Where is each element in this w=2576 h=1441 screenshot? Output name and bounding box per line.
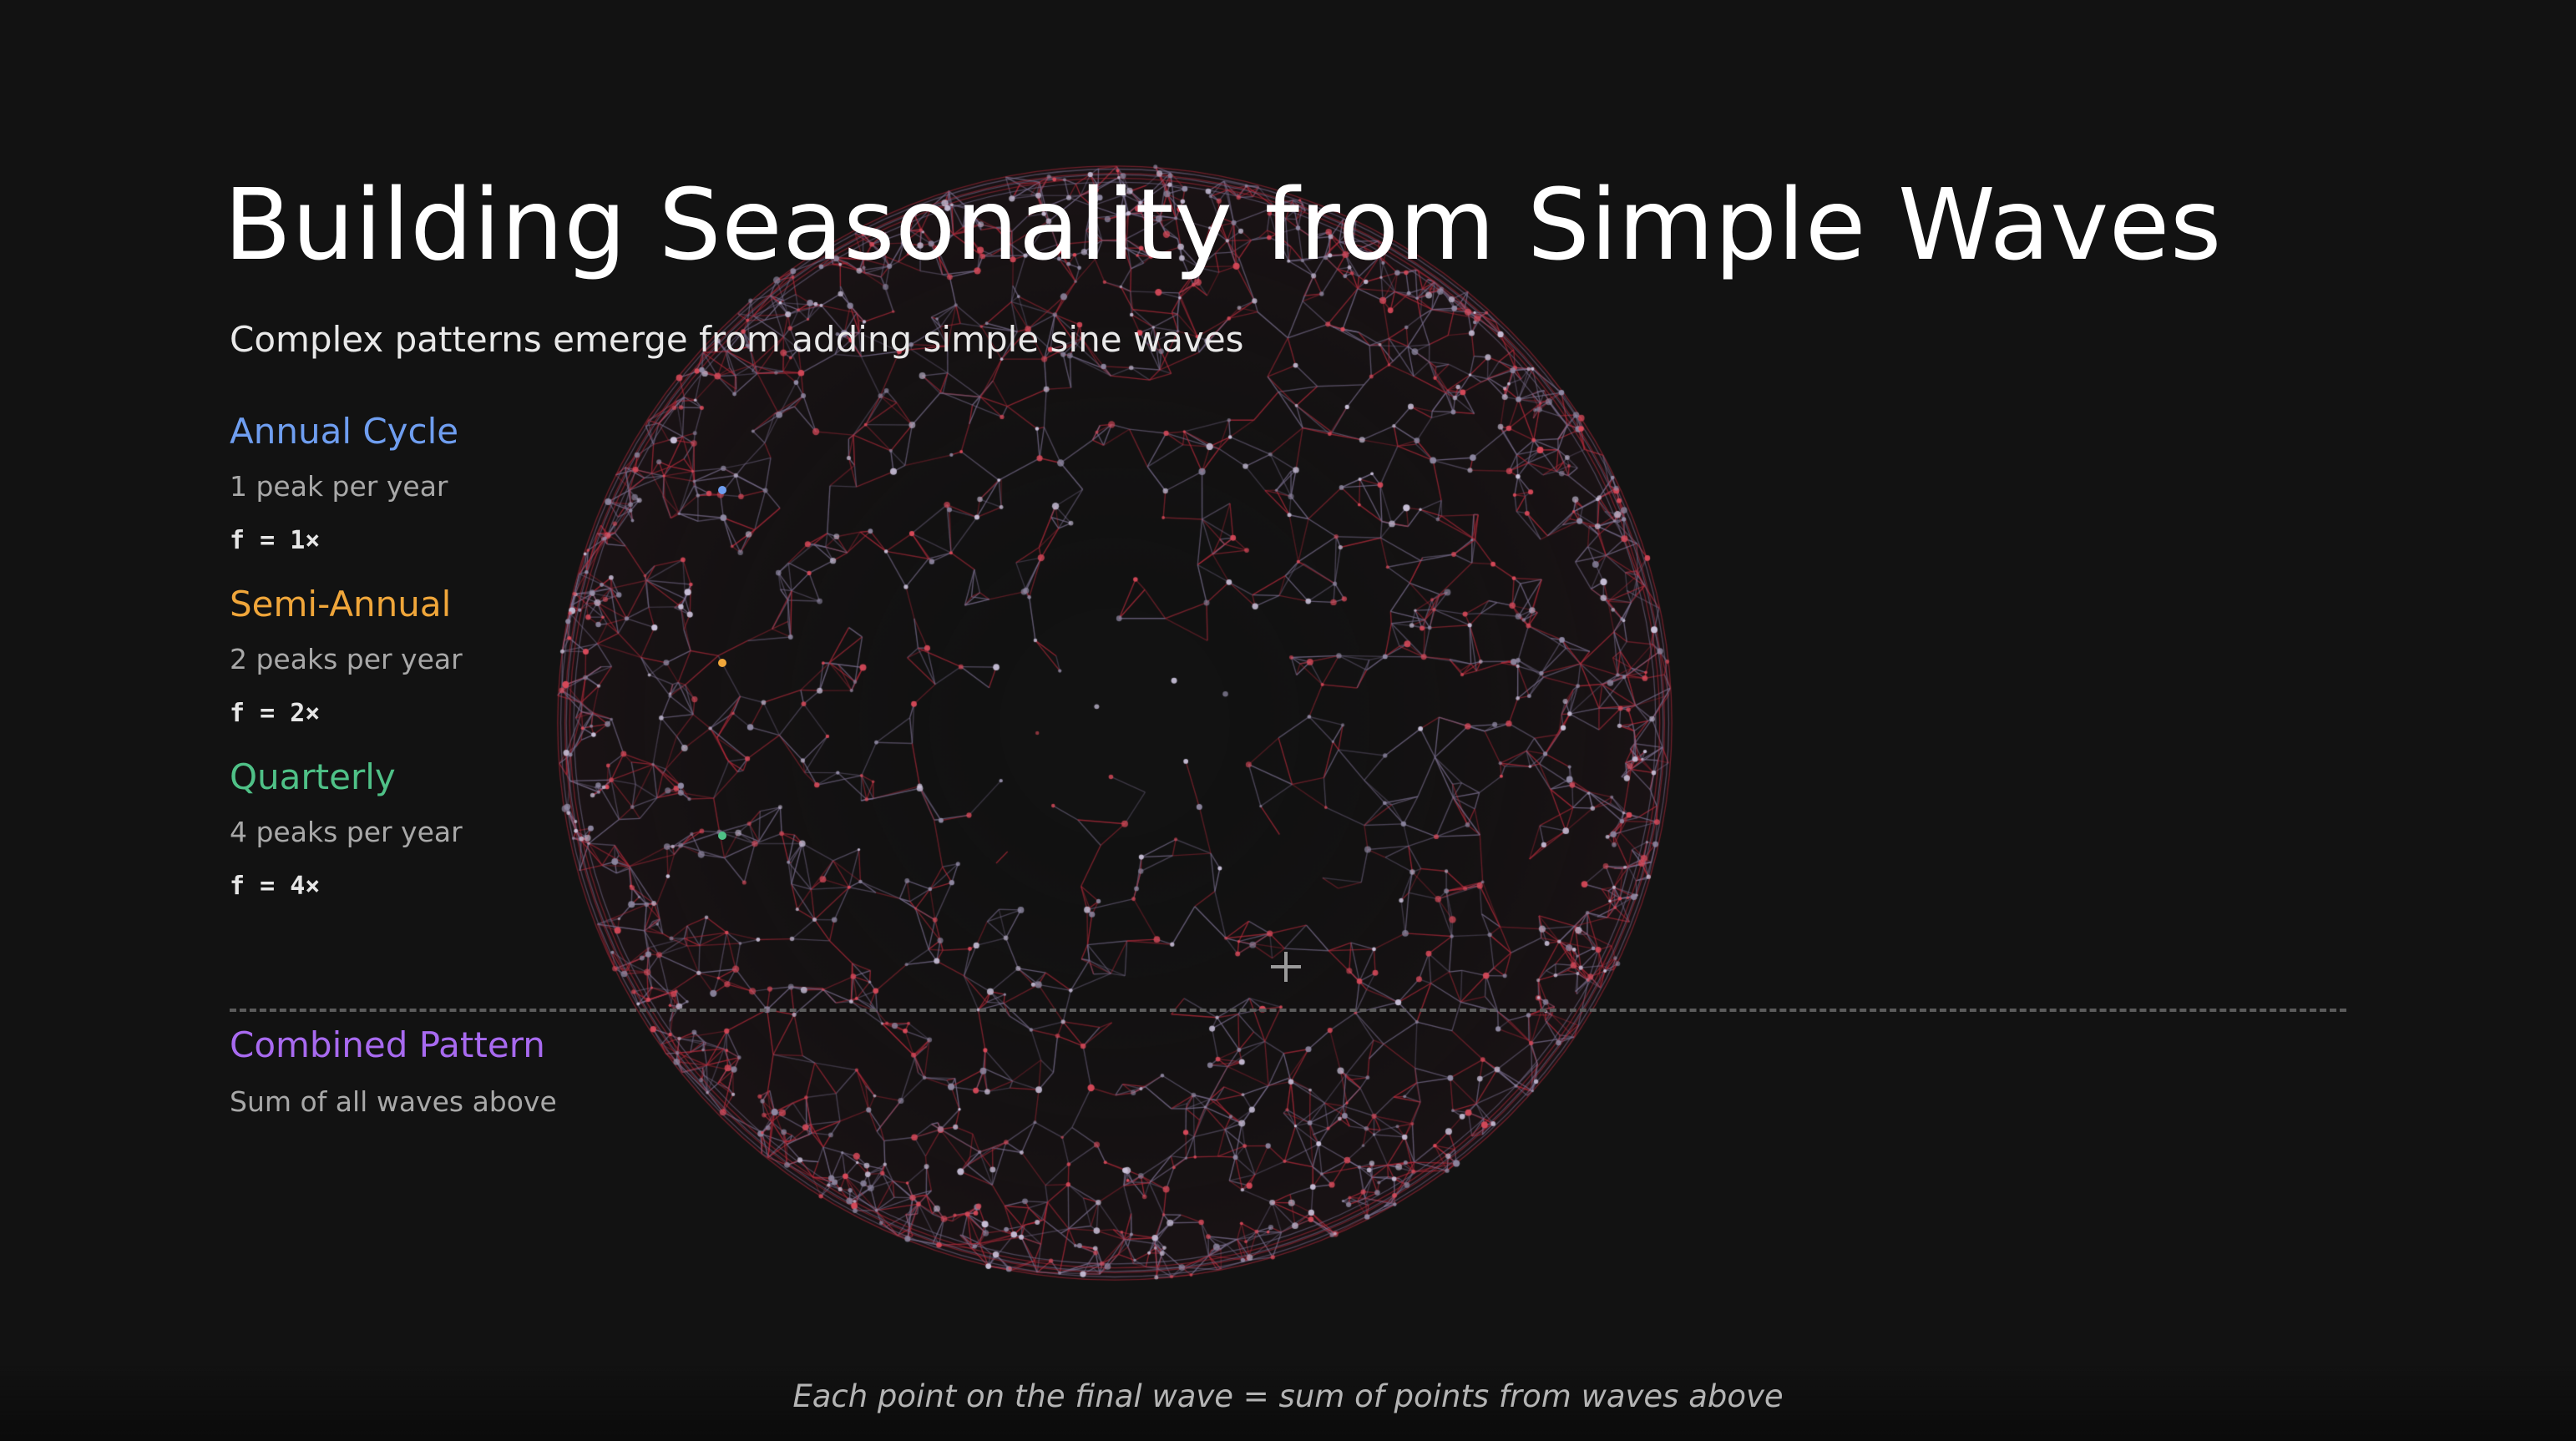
page-subtitle: Complex patterns emerge from adding simp… (230, 319, 1244, 360)
page-title: Building Seasonality from Simple Waves (224, 167, 2222, 282)
combined-name: Combined Pattern (230, 1024, 545, 1065)
dashed-divider (230, 1009, 2346, 1012)
wave-name: Annual Cycle (230, 411, 459, 452)
annual-wave-marker (718, 486, 726, 494)
combined-pattern: Combined Pattern Sum of all waves above (230, 1024, 557, 1118)
wave-annual: Annual Cycle 1 peak per year f = 1× (230, 414, 458, 554)
bottom-shade (0, 1366, 2576, 1441)
wave-formula: f = 4× (230, 872, 321, 901)
wave-description: 2 peaks per year (230, 643, 463, 675)
semi-annual-wave-marker (718, 659, 726, 667)
quarterly-wave-marker (718, 832, 726, 840)
footnote: Each point on the final wave = sum of po… (792, 1378, 1784, 1414)
combined-description: Sum of all waves above (230, 1085, 557, 1118)
wave-name: Semi-Annual (230, 584, 452, 624)
wave-semi-annual: Semi-Annual 2 peaks per year f = 2× (230, 587, 463, 726)
wave-description: 1 peak per year (230, 470, 448, 503)
wave-name: Quarterly (230, 756, 396, 797)
wave-formula: f = 2× (230, 699, 321, 728)
wave-description: 4 peaks per year (230, 816, 463, 848)
wave-quarterly: Quarterly 4 peaks per year f = 4× (230, 760, 463, 899)
wave-formula: f = 1× (230, 526, 321, 555)
crosshair-icon (1271, 952, 1301, 982)
